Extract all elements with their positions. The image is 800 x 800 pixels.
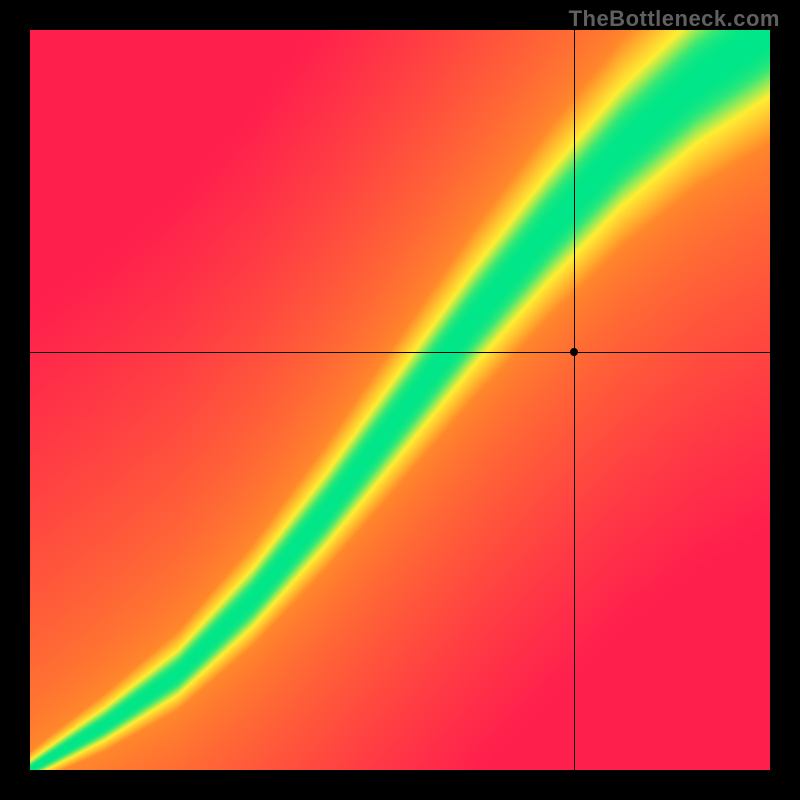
watermark-text: TheBottleneck.com <box>569 6 780 32</box>
heatmap-canvas <box>30 30 770 770</box>
crosshair-horizontal <box>30 352 770 353</box>
crosshair-marker <box>570 348 578 356</box>
chart-container: TheBottleneck.com <box>0 0 800 800</box>
crosshair-vertical <box>574 30 575 770</box>
plot-area <box>30 30 770 770</box>
